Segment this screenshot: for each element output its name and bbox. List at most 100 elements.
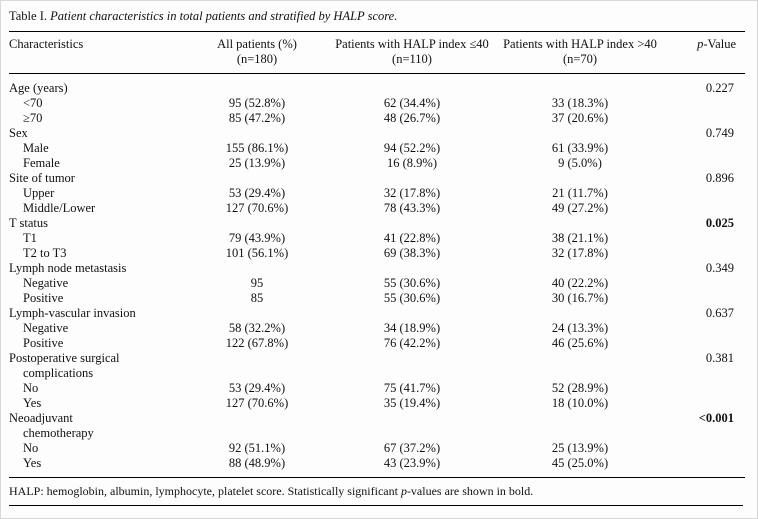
cell-halp-gt40: 33 (18.3%) <box>551 96 609 110</box>
cell-all-patients <box>187 171 327 186</box>
row-label: Negative <box>23 276 69 290</box>
cell-all-patients <box>187 351 327 381</box>
row-label: Sex <box>9 126 28 140</box>
col-header-halp-gt40-line2: (n=70) <box>562 52 598 66</box>
table-row: Site of tumor 0.896 <box>9 171 745 186</box>
row-label: <70 <box>23 96 43 110</box>
table-row: Negative 95 55 (30.6%) 40 (22.2%) <box>9 276 745 291</box>
cell-halp-le40: 43 (23.9%) <box>383 456 441 470</box>
col-header-all-patients-line1: All patients (%) <box>217 37 297 51</box>
cell-p-value <box>663 231 745 246</box>
cell-halp-gt40: 37 (20.6%) <box>551 111 609 125</box>
footnote-p-italic: p <box>400 484 407 498</box>
cell-p-value <box>663 111 745 126</box>
col-header-characteristics-label: Characteristics <box>9 37 84 51</box>
table-row: Positive 85 55 (30.6%) 30 (16.7%) <box>9 291 745 306</box>
cell-all-patients <box>187 216 327 231</box>
header-row: Characteristics All patients (%) (n=180)… <box>9 32 745 74</box>
cell-halp-le40 <box>327 216 497 231</box>
cell-halp-gt40 <box>497 171 663 186</box>
table-row: T2 to T3 101 (56.1%) 69 (38.3%) 32 (17.8%) <box>9 246 745 261</box>
cell-halp-gt40 <box>497 261 663 276</box>
cell-p-value: 0.896 <box>705 171 734 185</box>
col-header-all-patients-line2: (n=180) <box>236 52 278 66</box>
cell-halp-le40 <box>327 261 497 276</box>
cell-all-patients: 58 (32.2%) <box>228 321 286 335</box>
cell-halp-gt40: 32 (17.8%) <box>551 246 609 260</box>
col-header-p-value: p-Value <box>663 32 745 74</box>
row-label: No <box>23 381 39 395</box>
table-row: Negative 58 (32.2%) 34 (18.9%) 24 (13.3%) <box>9 321 745 336</box>
row-label: Postoperative surgical complications <box>9 351 187 381</box>
footnote-part2: -values are shown in bold. <box>406 484 534 498</box>
table-row: Lymph-vascular invasion 0.637 <box>9 306 745 321</box>
cell-halp-gt40: 49 (27.2%) <box>551 201 609 215</box>
cell-p-value <box>663 456 745 478</box>
cell-halp-gt40 <box>497 411 663 441</box>
cell-halp-le40: 78 (43.3%) <box>383 201 441 215</box>
col-header-halp-le40: Patients with HALP index ≤40 (n=110) <box>327 32 497 74</box>
cell-halp-gt40: 9 (5.0%) <box>558 156 602 170</box>
row-label: T status <box>9 216 49 230</box>
table-caption: Table I. Patient characteristics in tota… <box>9 9 743 31</box>
cell-halp-le40: 76 (42.2%) <box>383 336 441 350</box>
cell-halp-le40 <box>327 351 497 381</box>
cell-p-value <box>663 246 745 261</box>
cell-p-value <box>663 276 745 291</box>
row-label: Neoadjuvant chemotherapy <box>9 411 187 441</box>
table-row: Upper 53 (29.4%) 32 (17.8%) 21 (11.7%) <box>9 186 745 201</box>
cell-all-patients: 85 (47.2%) <box>228 111 286 125</box>
cell-all-patients: 53 (29.4%) <box>228 186 286 200</box>
cell-halp-le40: 62 (34.4%) <box>383 96 441 110</box>
table-row: T1 79 (43.9%) 41 (22.8%) 38 (21.1%) <box>9 231 745 246</box>
cell-halp-gt40: 30 (16.7%) <box>551 291 609 305</box>
cell-p-value: 0.381 <box>705 351 734 365</box>
cell-halp-gt40 <box>497 126 663 141</box>
table-row: Lymph node metastasis 0.349 <box>9 261 745 276</box>
cell-halp-gt40: 52 (28.9%) <box>551 381 609 395</box>
cell-p-value <box>663 141 745 156</box>
cell-all-patients: 95 (52.8%) <box>228 96 286 110</box>
cell-all-patients <box>187 261 327 276</box>
table-row: Positive 122 (67.8%) 76 (42.2%) 46 (25.6%) <box>9 336 745 351</box>
row-label: ≥70 <box>23 111 43 125</box>
cell-halp-le40 <box>327 306 497 321</box>
table-head: Characteristics All patients (%) (n=180)… <box>9 32 745 74</box>
table-row: Middle/Lower 127 (70.6%) 78 (43.3%) 49 (27.… <box>9 201 745 216</box>
cell-p-value <box>663 381 745 396</box>
cell-halp-gt40: 45 (25.0%) <box>551 456 609 470</box>
table-row: ≥70 85 (47.2%) 48 (26.7%) 37 (20.6%) <box>9 111 745 126</box>
row-label: Site of tumor <box>9 171 75 185</box>
cell-halp-gt40: 18 (10.0%) <box>551 396 609 410</box>
table-row: No 92 (51.1%) 67 (37.2%) 25 (13.9%) <box>9 441 745 456</box>
col-header-all-patients: All patients (%) (n=180) <box>187 32 327 74</box>
table-row: No 53 (29.4%) 75 (41.7%) 52 (28.9%) <box>9 381 745 396</box>
cell-all-patients: 88 (48.9%) <box>228 456 286 470</box>
col-header-halp-le40-line2: (n=110) <box>392 52 432 66</box>
cell-p-value <box>663 336 745 351</box>
cell-all-patients <box>187 306 327 321</box>
table-footnote: HALP: hemoglobin, albumin, lymphocyte, p… <box>9 478 743 506</box>
row-label: Lymph-vascular invasion <box>9 306 136 320</box>
cell-p-value <box>663 321 745 336</box>
table-row: Yes 88 (48.9%) 43 (23.9%) 45 (25.0%) <box>9 456 745 478</box>
row-label: Female <box>23 156 60 170</box>
row-label: Negative <box>23 321 69 335</box>
cell-all-patients: 85 <box>250 291 264 305</box>
row-label: Positive <box>23 291 64 305</box>
col-header-halp-le40-line1: Patients with HALP index ≤40 <box>335 37 489 51</box>
row-label: Yes <box>23 456 42 470</box>
col-header-halp-gt40-line1: Patients with HALP index >40 <box>503 37 657 51</box>
table-row: Age (years) 0.227 <box>9 74 745 97</box>
row-label-line2: chemotherapy <box>23 426 94 440</box>
cell-p-value: 0.025 <box>705 216 734 230</box>
cell-all-patients: 79 (43.9%) <box>228 231 286 245</box>
table-body: Age (years) 0.227 <70 95 (52.8%) 62 (34.4%) 3… <box>9 74 745 478</box>
table-row: Male 155 (86.1%) 94 (52.2%) 61 (33.9%) <box>9 141 745 156</box>
cell-p-value: 0.227 <box>705 81 734 95</box>
cell-halp-gt40: 46 (25.6%) <box>551 336 609 350</box>
cell-halp-le40: 69 (38.3%) <box>383 246 441 260</box>
row-label: T2 to T3 <box>23 246 67 260</box>
col-header-halp-gt40: Patients with HALP index >40 (n=70) <box>497 32 663 74</box>
table-row: Sex 0.749 <box>9 126 745 141</box>
